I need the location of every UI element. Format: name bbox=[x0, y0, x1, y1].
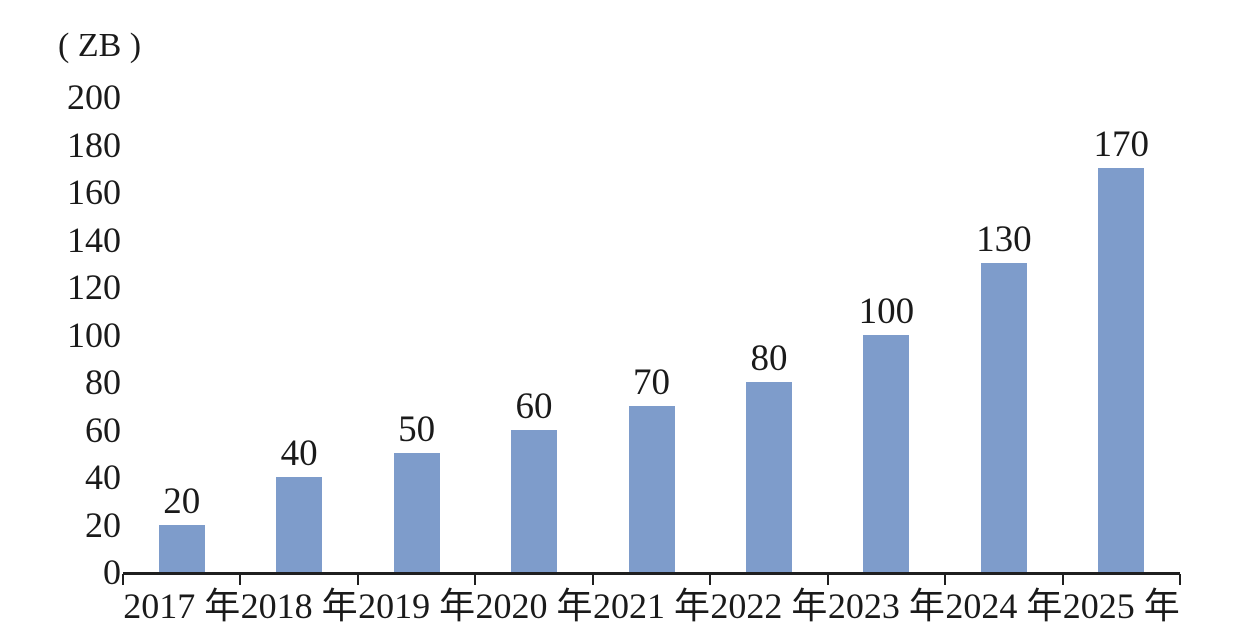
bar-2020 bbox=[511, 429, 558, 572]
y-tick-label: 140 bbox=[67, 219, 121, 260]
bar-2017 bbox=[158, 524, 205, 572]
bar-value-label: 130 bbox=[976, 219, 1032, 261]
y-tick-label: 20 bbox=[85, 504, 121, 545]
y-tick-label: 80 bbox=[85, 362, 121, 402]
bar-2022 bbox=[745, 382, 792, 572]
x-category-label: 2025 年 bbox=[1062, 586, 1180, 626]
x-axis-tick bbox=[356, 574, 359, 585]
y-tick-label: 200 bbox=[67, 77, 121, 117]
x-category-label: 2023 年 bbox=[827, 586, 945, 626]
x-axis-tick bbox=[591, 574, 594, 585]
y-tick-label: 180 bbox=[67, 124, 121, 165]
bar-2025 bbox=[1098, 168, 1145, 572]
bar-value-label: 100 bbox=[858, 290, 915, 332]
y-tick-label: 120 bbox=[67, 267, 121, 307]
bar-value-label: 40 bbox=[280, 433, 318, 474]
x-axis-line bbox=[123, 572, 1180, 575]
bar-value-label: 20 bbox=[163, 480, 201, 522]
bar-2024 bbox=[980, 263, 1027, 572]
x-category-label: 2019 年 bbox=[358, 586, 476, 626]
x-axis-tick bbox=[122, 574, 124, 585]
y-tick-label: 60 bbox=[85, 409, 121, 450]
y-tick-label: 0 bbox=[103, 552, 121, 592]
bar-value-label: 170 bbox=[1093, 124, 1150, 166]
bar-2021 bbox=[628, 405, 675, 572]
x-axis-tick bbox=[474, 574, 477, 585]
bar-2019 bbox=[393, 453, 440, 572]
y-tick-label: 40 bbox=[85, 457, 121, 497]
x-axis-tick bbox=[709, 574, 712, 585]
x-axis-tick bbox=[1179, 574, 1181, 585]
bar-2023 bbox=[863, 334, 910, 572]
y-axis-unit-label: ( ZB ) bbox=[58, 27, 142, 64]
x-category-label: 2018 年 bbox=[240, 586, 358, 626]
y-tick-label: 100 bbox=[67, 314, 121, 355]
y-tick-label: 160 bbox=[67, 172, 121, 212]
x-category-label: 2022 年 bbox=[710, 586, 828, 626]
x-category-label: 2021 年 bbox=[592, 586, 710, 626]
x-category-label: 2017 年 bbox=[123, 586, 241, 626]
bar-value-label: 60 bbox=[515, 385, 553, 427]
bar-value-label: 70 bbox=[633, 361, 670, 403]
bar-value-label: 80 bbox=[750, 338, 788, 379]
x-axis-tick bbox=[826, 574, 829, 585]
x-category-label: 2020 年 bbox=[475, 586, 593, 626]
x-axis-tick bbox=[239, 574, 242, 585]
bar-2018 bbox=[276, 477, 323, 572]
bar-value-label: 50 bbox=[398, 409, 436, 451]
x-category-label: 2024 年 bbox=[945, 586, 1063, 626]
x-axis-tick bbox=[1061, 574, 1064, 585]
x-axis-tick bbox=[944, 574, 947, 585]
